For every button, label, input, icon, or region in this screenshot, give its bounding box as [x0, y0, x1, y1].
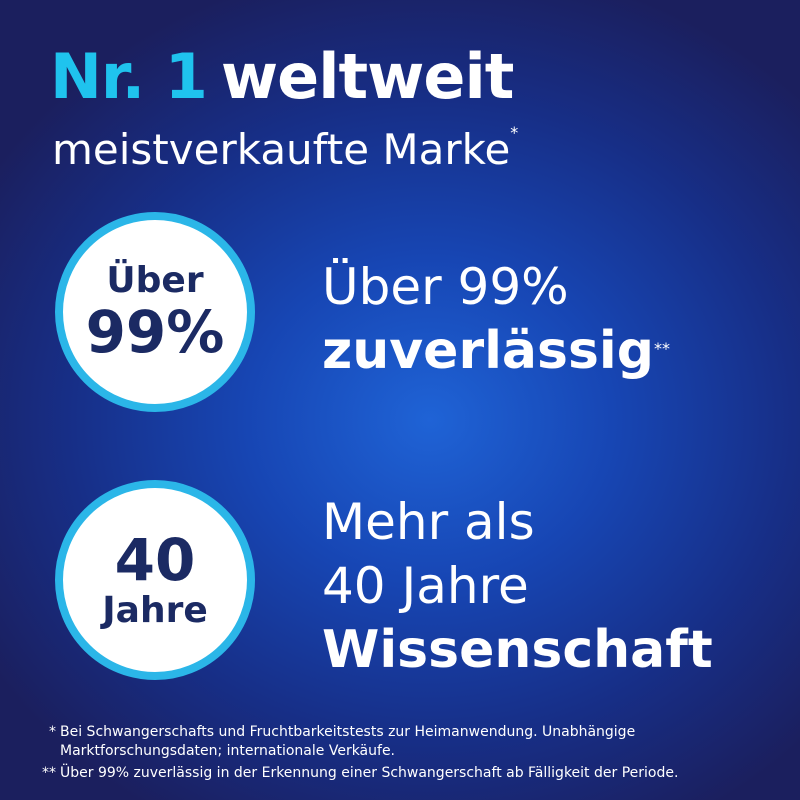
headline: Nr. 1 weltweit [50, 40, 514, 113]
claim-strong-line: Wissenschaft [322, 618, 713, 682]
footnote-text: Über 99% zuverlässig in der Erkennung ei… [60, 765, 679, 781]
footnote-marker: ** [653, 339, 670, 358]
footnote: ** Über 99% zuverlässig in der Erkennung … [38, 764, 760, 783]
headline-highlight: Nr. 1 [50, 40, 208, 113]
footnote-marker: ** [42, 765, 56, 781]
badge-big: 40 [114, 526, 196, 594]
claim-strong-line: zuverlässig** [322, 319, 670, 383]
badge: 40 Jahre [55, 480, 255, 680]
subline-text: meistverkaufte Marke [52, 125, 511, 174]
footnote-text: Bei Schwangerschafts und Fruchtbarkeitst… [60, 724, 636, 759]
claim-line: Über 99% [322, 258, 569, 316]
badge: Über 99% [55, 212, 255, 412]
badge-small: Jahre [102, 590, 208, 631]
footnote-marker: * [49, 724, 56, 740]
footnote: * Bei Schwangerschafts und Fruchtbarkeits… [38, 723, 760, 761]
footnote-marker: * [510, 123, 519, 142]
claim-strong: Wissenschaft [322, 620, 713, 680]
badge-small: Über [106, 260, 204, 301]
headline-text: weltweit [220, 40, 514, 113]
claim: Mehr als 40 Jahre Wissenschaft [322, 490, 713, 682]
badge-big: 99% [85, 298, 225, 366]
subline: meistverkaufte Marke* [52, 123, 519, 174]
claim-line: Mehr als [322, 493, 535, 551]
claim-strong: zuverlässig [322, 321, 654, 381]
claim-line: 40 Jahre [322, 557, 529, 615]
claim: Über 99% zuverlässig** [322, 255, 670, 383]
